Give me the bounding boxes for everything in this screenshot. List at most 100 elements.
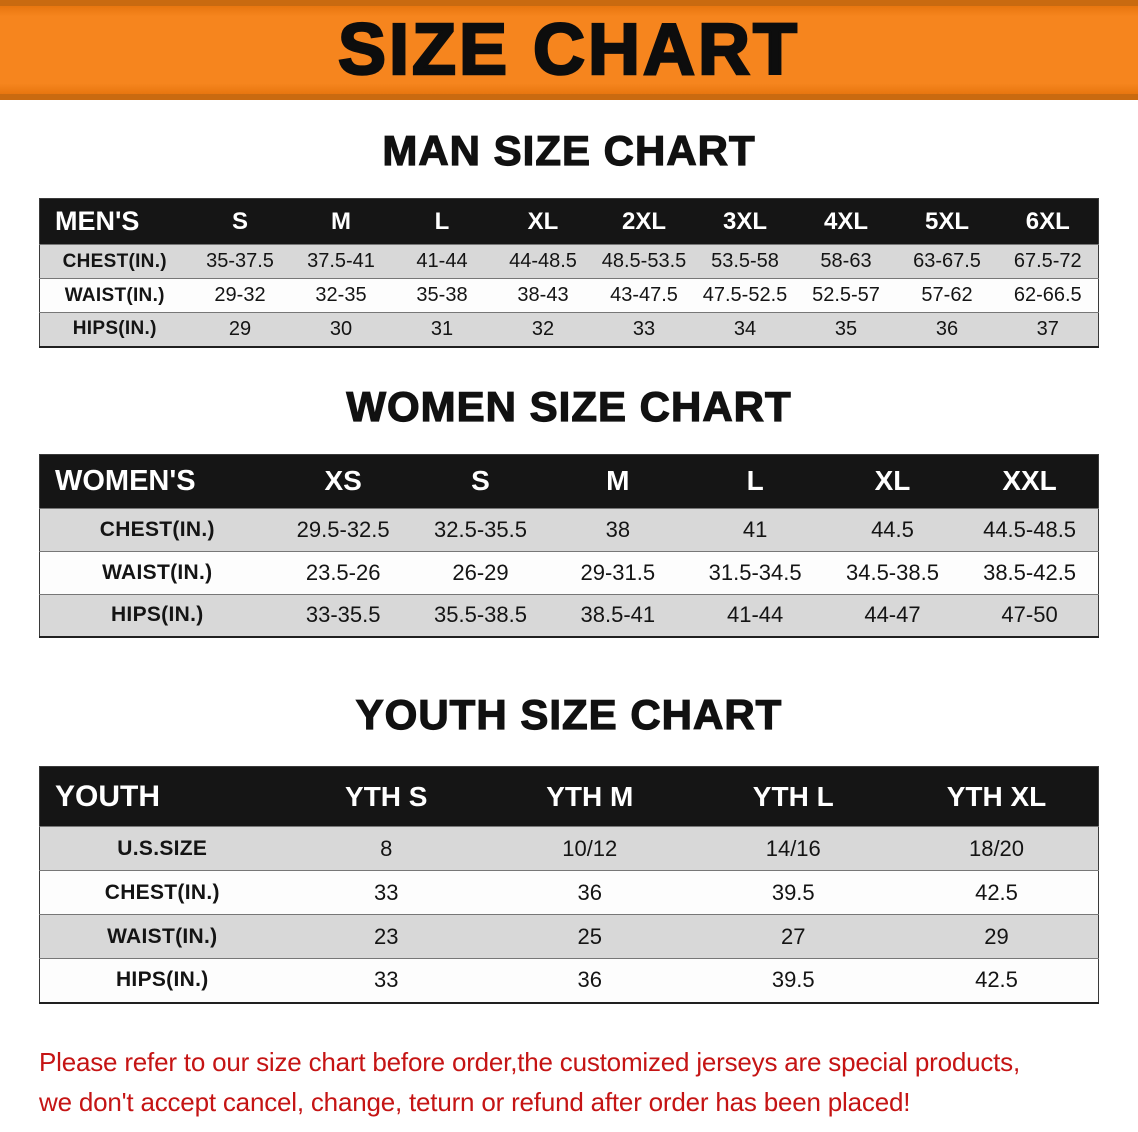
size-value: 35.5-38.5 bbox=[434, 602, 527, 628]
size-column-header: S bbox=[189, 198, 291, 245]
size-value: 44.5 bbox=[871, 516, 914, 542]
size-value: 63-67.5 bbox=[913, 250, 981, 272]
size-column-header: YTH S bbox=[284, 766, 488, 827]
disclaimer-line-1: Please refer to our size chart before or… bbox=[39, 1046, 1021, 1077]
measurement-row: U.S.SIZE 8 10/12 14/16 18/20 bbox=[39, 826, 1099, 871]
size-value: 29 bbox=[984, 923, 1009, 949]
size-value: 32-35 bbox=[315, 284, 367, 306]
measurement-row: HIPS(IN.) 29 30 31 32 33 34 35 36 37 bbox=[39, 312, 1099, 347]
row-label: WAIST(IN.) bbox=[102, 560, 213, 584]
size-value: 62-66.5 bbox=[1013, 284, 1082, 306]
size-column-header: 5XL bbox=[896, 198, 998, 245]
size-column-header: XS bbox=[274, 454, 412, 508]
size-value: 52.5-57 bbox=[812, 284, 880, 306]
size-value: 67.5-72 bbox=[1013, 250, 1082, 272]
size-value: 43-47.5 bbox=[610, 284, 678, 306]
size-column-header: YTH M bbox=[488, 766, 692, 827]
size-value: 35 bbox=[834, 317, 858, 340]
size-value: 33 bbox=[374, 967, 399, 993]
measurement-row: CHEST(IN.) 33 36 39.5 42.5 bbox=[39, 870, 1099, 915]
size-value: 32.5-35.5 bbox=[434, 516, 527, 542]
size-value: 44-48.5 bbox=[509, 250, 577, 272]
men-size-section: MAN SIZE CHART MEN'S S M L XL 2XL 3XL 4XL 5XL 6XL… bbox=[0, 126, 1138, 348]
size-value: 10/12 bbox=[562, 835, 618, 861]
size-value: 35-38 bbox=[416, 284, 468, 306]
size-value: 58-63 bbox=[820, 250, 872, 272]
size-value: 42.5 bbox=[975, 967, 1018, 993]
size-value: 41-44 bbox=[416, 250, 468, 272]
size-column-header: YTH L bbox=[691, 766, 895, 827]
women-size-table: WOMEN'S XS S M L XL XXL CHEST(IN.) 29.5-32.5 32.5… bbox=[39, 453, 1099, 638]
size-value: 18/20 bbox=[968, 835, 1025, 861]
size-value: 26-29 bbox=[452, 559, 509, 585]
size-column-header: S bbox=[411, 454, 550, 508]
size-value: 41-44 bbox=[727, 602, 784, 628]
size-value: 44-47 bbox=[864, 602, 921, 628]
table-header-row: YOUTH YTH S YTH M YTH L YTH XL bbox=[39, 766, 1099, 827]
size-value: 31.5-34.5 bbox=[708, 559, 802, 585]
size-value: 25 bbox=[577, 923, 602, 949]
size-value: 8 bbox=[380, 835, 393, 861]
measurement-row: CHEST(IN.) 35-37.5 37.5-41 41-44 44-48.5 48.5… bbox=[39, 244, 1099, 279]
size-value: 39.5 bbox=[771, 879, 815, 905]
size-value: 38 bbox=[605, 516, 631, 542]
women-section-heading: WOMEN SIZE CHART bbox=[346, 382, 792, 430]
size-value: 38-43 bbox=[517, 284, 569, 306]
size-value: 29 bbox=[228, 317, 252, 340]
table-header-row: WOMEN'S XS S M L XL XXL bbox=[39, 454, 1099, 508]
size-value: 31 bbox=[430, 317, 454, 340]
men-section-heading: MAN SIZE CHART bbox=[382, 126, 756, 174]
size-value: 47-50 bbox=[1001, 602, 1058, 628]
row-label: HIPS(IN.) bbox=[110, 603, 204, 627]
size-column-header: L bbox=[391, 198, 493, 245]
size-column-header: XXL bbox=[961, 454, 1099, 508]
men-size-table: MEN'S S M L XL 2XL 3XL 4XL 5XL 6XL CHEST(IN.) 35-37… bbox=[39, 198, 1099, 348]
size-value: 33 bbox=[374, 879, 399, 905]
banner: SIZE CHART bbox=[0, 0, 1138, 100]
size-value: 38.5-42.5 bbox=[983, 559, 1077, 585]
size-value: 44.5-48.5 bbox=[983, 516, 1077, 542]
page-title: SIZE CHART bbox=[337, 10, 800, 90]
size-value: 57-62 bbox=[921, 284, 973, 306]
size-value: 53.5-58 bbox=[711, 250, 779, 272]
size-value: 37.5-41 bbox=[307, 250, 375, 272]
size-value: 29.5-32.5 bbox=[296, 516, 390, 542]
size-value: 36 bbox=[577, 879, 602, 905]
disclaimer: Please refer to our size chart before or… bbox=[39, 1042, 1099, 1122]
size-value: 41 bbox=[742, 516, 768, 542]
row-label: WAIST(IN.) bbox=[107, 924, 218, 948]
table-title-cell: MEN'S bbox=[39, 198, 190, 245]
size-column-header: XL bbox=[492, 198, 594, 245]
size-value: 33 bbox=[632, 317, 656, 340]
size-value: 23 bbox=[374, 923, 399, 949]
size-value: 47.5-52.5 bbox=[702, 284, 788, 306]
size-column-header: 4XL bbox=[795, 198, 897, 245]
size-value: 39.5 bbox=[771, 967, 815, 993]
table-title-cell: YOUTH bbox=[39, 766, 285, 827]
size-column-header: 6XL bbox=[997, 198, 1099, 245]
size-value: 36 bbox=[577, 967, 602, 993]
size-value: 36 bbox=[935, 317, 959, 340]
size-column-header: L bbox=[686, 454, 824, 508]
size-column-header: 2XL bbox=[593, 198, 695, 245]
youth-size-section: YOUTH SIZE CHART YOUTH YTH S YTH M YTH L YTH… bbox=[0, 690, 1138, 1004]
size-value: 29-31.5 bbox=[580, 559, 656, 585]
size-value: 34.5-38.5 bbox=[845, 559, 939, 585]
row-label: CHEST(IN.) bbox=[104, 880, 220, 904]
size-value: 32 bbox=[531, 317, 555, 340]
size-value: 34 bbox=[733, 317, 757, 340]
size-value: 37 bbox=[1036, 317, 1059, 340]
size-value: 33-35.5 bbox=[305, 602, 381, 628]
women-size-section: WOMEN SIZE CHART WOMEN'S XS S M L XL XXL CHEST(… bbox=[0, 382, 1138, 638]
size-value: 23.5-26 bbox=[305, 559, 381, 585]
size-value: 35-37.5 bbox=[206, 250, 274, 272]
disclaimer-line-2: we don't accept cancel, change, teturn o… bbox=[39, 1086, 911, 1117]
size-column-header: M bbox=[549, 454, 687, 508]
row-label: HIPS(IN.) bbox=[72, 318, 157, 340]
row-label: HIPS(IN.) bbox=[115, 968, 209, 992]
measurement-row: CHEST(IN.) 29.5-32.5 32.5-35.5 38 41 44.5 44.5… bbox=[39, 508, 1099, 551]
size-value: 42.5 bbox=[975, 879, 1018, 905]
row-label: U.S.SIZE bbox=[117, 836, 208, 860]
measurement-row: HIPS(IN.) 33-35.5 35.5-38.5 38.5-41 41-44 44-… bbox=[39, 594, 1099, 637]
youth-size-table: YOUTH YTH S YTH M YTH L YTH XL U.S.SIZE 8 10/12… bbox=[39, 766, 1099, 1004]
